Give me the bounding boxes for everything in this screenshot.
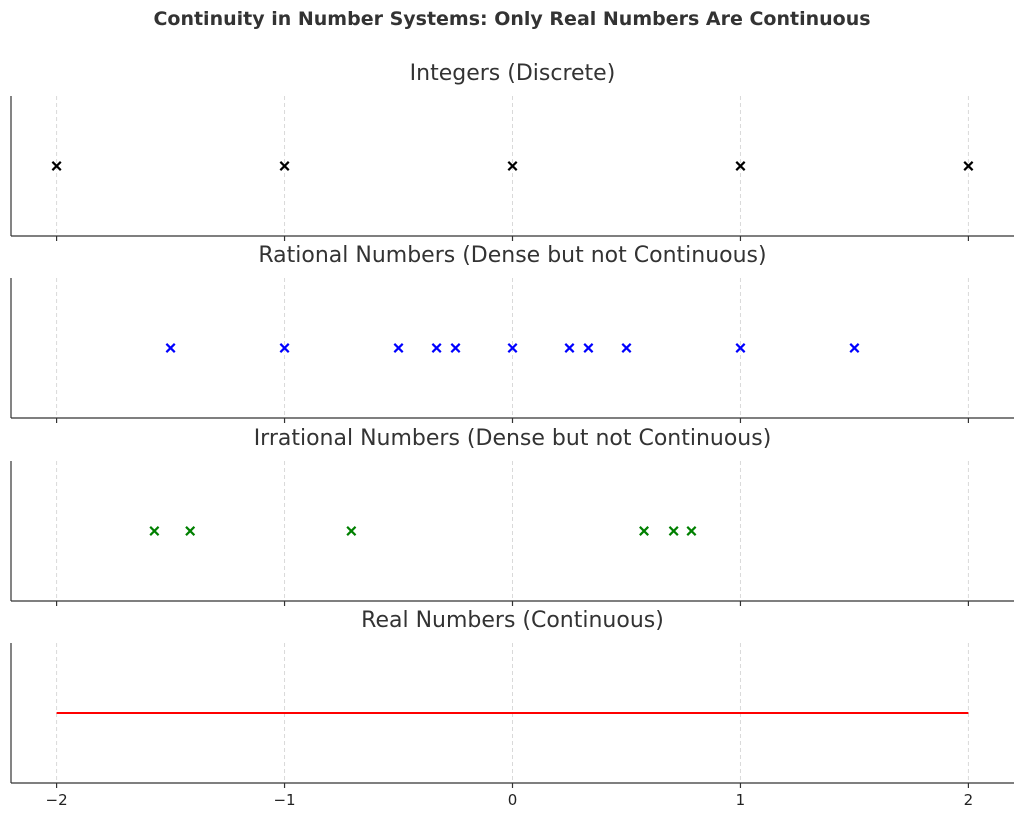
data-point-marker: [849, 343, 860, 353]
x-tick-label: 0: [508, 791, 518, 809]
panel-title: Real Numbers (Continuous): [361, 608, 664, 633]
data-point-marker: [583, 343, 594, 353]
x-tick-label: −1: [273, 791, 295, 809]
x-tick-label: 2: [964, 791, 974, 809]
panel-title: Rational Numbers (Dense but not Continuo…: [258, 243, 766, 268]
data-point-marker: [51, 161, 62, 171]
panel-title: Irrational Numbers (Dense but not Contin…: [254, 426, 772, 451]
panel-title: Integers (Discrete): [410, 61, 616, 86]
data-point-marker: [393, 343, 404, 353]
data-point-marker: [346, 526, 357, 536]
x-tick-label: −2: [46, 791, 68, 809]
data-point-marker: [668, 526, 679, 536]
data-point-marker: [735, 161, 746, 171]
data-point-marker: [735, 343, 746, 353]
data-point-marker: [431, 343, 442, 353]
data-point-marker: [686, 526, 697, 536]
data-point-marker: [564, 343, 575, 353]
data-point-marker: [507, 343, 518, 353]
data-point-marker: [149, 526, 160, 536]
data-point-marker: [621, 343, 632, 353]
data-point-marker: [279, 343, 290, 353]
x-tick-label: 1: [736, 791, 746, 809]
data-point-marker: [165, 343, 176, 353]
chart-title: Continuity in Number Systems: Only Real …: [153, 8, 870, 30]
data-point-marker: [450, 343, 461, 353]
data-point-marker: [507, 161, 518, 171]
data-point-marker: [279, 161, 290, 171]
data-point-marker: [185, 526, 196, 536]
data-point-marker: [639, 526, 650, 536]
data-point-marker: [963, 161, 974, 171]
